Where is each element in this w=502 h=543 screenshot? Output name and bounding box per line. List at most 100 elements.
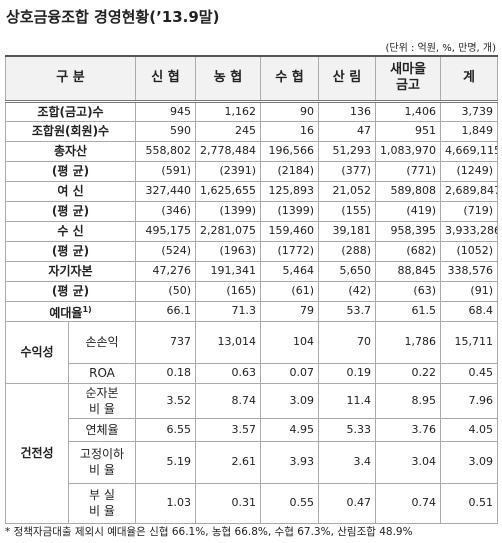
value-cell: 2,778,484 (195, 140, 262, 162)
row: 여 신 327,440 1,625,655 125,893 21,052 589,808 2… (4, 180, 499, 202)
row-label: 예대율1) (4, 300, 137, 322)
value-cell: 0.18 (135, 362, 197, 384)
row: 고정이하 비 율 5.19 2.61 3.93 3.4 3.04 3.09 (6, 440, 499, 484)
value-cell: (155) (318, 200, 377, 222)
value-cell: 6.55 (135, 417, 197, 442)
row: 수 신 495,175 2,281,075 159,460 39,181 958,395 3… (4, 220, 499, 242)
value-cell: 3,933,286 (440, 220, 499, 242)
row-label: (평 균) (4, 280, 137, 302)
row: 조합원(회원)수 590 245 16 47 951 1,849 (4, 120, 499, 142)
value-cell: 3.4 (318, 440, 377, 484)
header-cell: 새마을 금고 (375, 55, 442, 103)
value-cell: 21,052 (318, 180, 377, 202)
value-cell: (1963) (195, 240, 262, 262)
value-cell: (524) (135, 240, 197, 262)
label-text: 조합원(회원)수 (31, 124, 110, 138)
value-cell: 8.74 (195, 382, 262, 419)
value-cell: 2,281,075 (195, 220, 262, 242)
value-cell: (1399) (195, 200, 262, 222)
value-cell: 88,845 (375, 260, 442, 282)
value-cell: (1772) (260, 240, 320, 262)
value-cell: 3.76 (375, 417, 442, 442)
value-cell: 47 (318, 120, 377, 142)
row: 수익성 손손익 737 13,014 104 70 1,786 15,711 (5, 320, 499, 384)
value-cell: 0.55 (260, 482, 320, 524)
value-cell: 3.52 (135, 382, 197, 419)
group-label: 수익성 (5, 320, 69, 384)
header-cell: 구 분 (4, 55, 137, 103)
value-cell: 61.5 (375, 300, 442, 322)
footnote: * 정책자금대출 제외시 예대율은 신협 66.1%, 농협 66.8%, 수협… (5, 526, 413, 538)
label-text: (평 균) (51, 204, 90, 218)
row: (평 균) (50) (165) (61) (42) (63) (91) (4, 280, 499, 302)
row: (평 균) (524) (1963) (1772) (288) (682) (1052) (4, 240, 499, 262)
value-cell: 8.95 (375, 382, 442, 419)
label-text: 자기자본 (48, 264, 93, 278)
value-cell: (42) (318, 280, 377, 302)
value-cell: 15,711 (440, 320, 499, 364)
value-cell: 0.22 (375, 362, 442, 384)
row: 자기자본 47,276 191,341 5,464 5,650 88,845 338,576 (4, 260, 499, 282)
value-cell: 737 (135, 320, 197, 364)
row-label: 연체율 (67, 417, 137, 442)
value-cell: 0.31 (195, 482, 262, 524)
label-text: (평 균) (51, 244, 90, 258)
row: ROA 0.18 0.63 0.07 0.19 0.22 0.45 (6, 362, 499, 384)
header-cell: 수 협 (260, 55, 320, 103)
value-cell: 66.1 (135, 300, 197, 322)
value-cell: 0.74 (375, 482, 442, 524)
row-label: 순자본 비 율 (67, 382, 137, 419)
value-cell: 159,460 (260, 220, 320, 242)
value-cell: 3.04 (375, 440, 442, 484)
row-label: 조합원(회원)수 (4, 120, 137, 142)
header-cell: 산 림 (318, 55, 377, 103)
value-cell: 0.51 (440, 482, 499, 524)
value-cell: (346) (135, 200, 197, 222)
value-cell: 2.61 (195, 440, 262, 484)
value-cell: (63) (375, 280, 442, 302)
row-label: 부 실 비 율 (67, 482, 137, 524)
value-cell: 136 (318, 100, 377, 122)
value-cell: 125,893 (260, 180, 320, 202)
header-cell: 계 (440, 55, 499, 103)
value-cell: 0.19 (318, 362, 377, 384)
row-label: 자기자본 (4, 260, 137, 282)
value-cell: 3,739 (440, 100, 499, 122)
row: 연체율 6.55 3.57 4.95 5.33 3.76 4.05 (6, 417, 499, 442)
value-cell: 2,689,847 (440, 180, 499, 202)
value-cell: 5,650 (318, 260, 377, 282)
value-cell: 3.57 (195, 417, 262, 442)
value-cell: 3.09 (260, 382, 320, 419)
label-text: 수 신 (57, 224, 84, 238)
value-cell: 495,175 (135, 220, 197, 242)
value-cell: 4.95 (260, 417, 320, 442)
value-cell: 11.4 (318, 382, 377, 419)
value-cell: 589,808 (375, 180, 442, 202)
value-cell: 958,395 (375, 220, 442, 242)
value-cell: 79 (260, 300, 320, 322)
value-cell: 196,566 (260, 140, 320, 162)
value-cell: 1,786 (375, 320, 442, 364)
value-cell: 51,293 (318, 140, 377, 162)
value-cell: 0.45 (440, 362, 499, 384)
value-cell: (1249) (440, 160, 499, 182)
value-cell: 1,625,655 (195, 180, 262, 202)
value-cell: 0.63 (195, 362, 262, 384)
label-text: 여 신 (57, 184, 84, 198)
value-cell: 1.03 (135, 482, 197, 524)
value-cell: (288) (318, 240, 377, 262)
value-cell: 590 (135, 120, 197, 142)
row-label: (평 균) (4, 240, 137, 262)
row-label: 총자산 (4, 140, 137, 162)
value-cell: (771) (375, 160, 442, 182)
row: 예대율1) 66.1 71.3 79 53.7 61.5 68.4 (4, 300, 499, 322)
unit-note: (단위 : 억원, %, 만명, 개) (385, 43, 496, 54)
value-cell: (1052) (440, 240, 499, 262)
value-cell: 104 (260, 320, 320, 364)
value-cell: 70 (318, 320, 377, 364)
row-label: 여 신 (4, 180, 137, 202)
value-cell: (682) (375, 240, 442, 262)
footnote-mark: 1) (82, 304, 92, 314)
